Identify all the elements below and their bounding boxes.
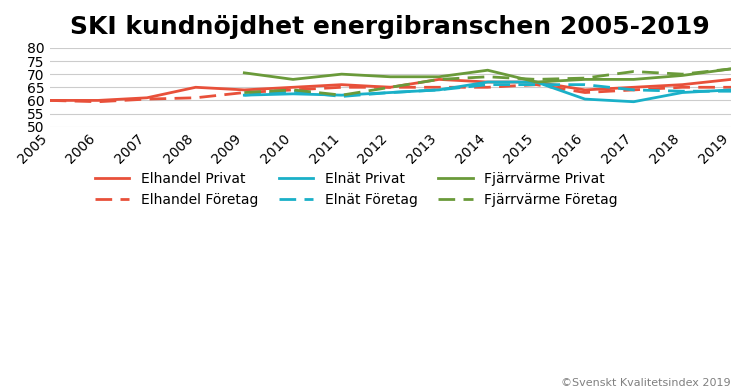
Legend: Elhandel Privat, Elhandel Företag, Elnät Privat, Elnät Företag, Fjärrvärme Priva: Elhandel Privat, Elhandel Företag, Elnät… <box>90 167 624 213</box>
Title: SKI kundnöjdhet energibranschen 2005-2019: SKI kundnöjdhet energibranschen 2005-201… <box>70 15 710 39</box>
Text: ©Svenskt Kvalitetsindex 2019: ©Svenskt Kvalitetsindex 2019 <box>562 378 731 388</box>
